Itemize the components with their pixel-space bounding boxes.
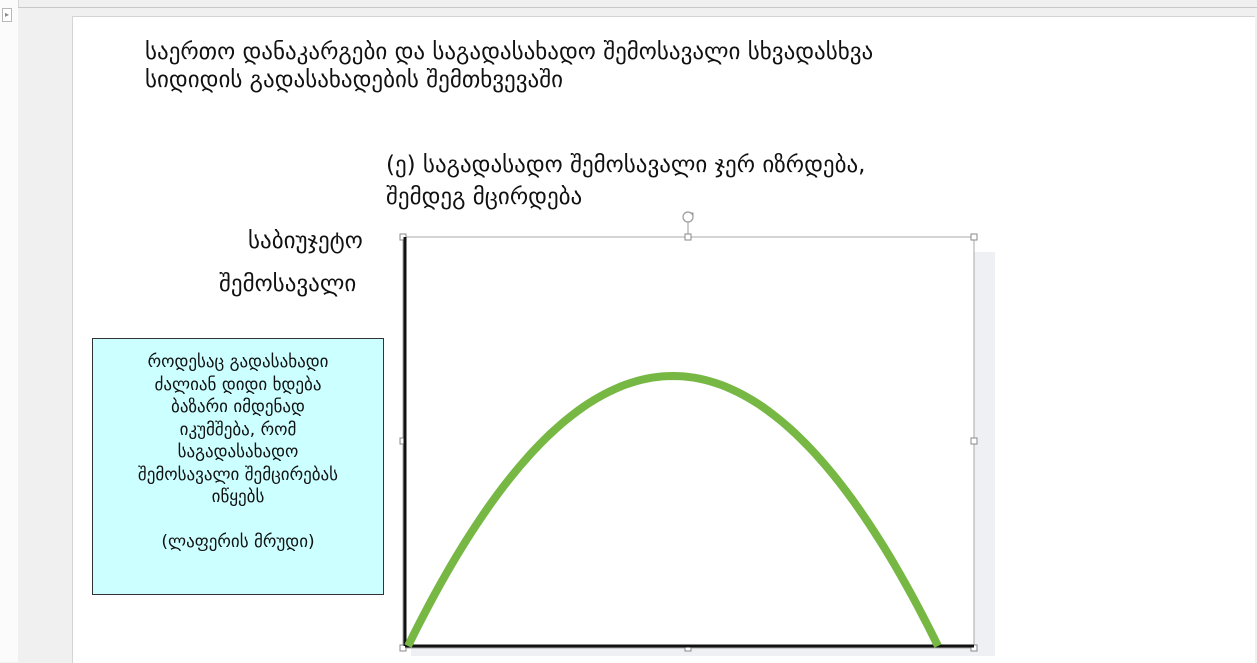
chart-selection-frame[interactable] [402,236,975,649]
note-line: ბაზარი იმდენად [171,397,305,417]
note-line: შემოსავალი შემცირებას [137,464,339,485]
scroll-marker-icon[interactable]: ▸ [2,8,12,22]
slide-title-line-1[interactable]: საერთო დანაკარგები და საგადასახადო შემოს… [145,39,874,65]
resize-handle-bottom-left[interactable] [399,644,407,652]
note-line: ძალიან დიდი ხდება [154,374,322,395]
y-axis-label-line-1[interactable]: საბიუჯეტო [248,228,363,254]
laffer-curve-line[interactable] [404,371,942,648]
chart-caption-line-2[interactable]: შემდეგ მცირდება [386,184,583,210]
note-line: როდესაც გადასახადი [147,352,329,372]
note-line: იწყებს [211,487,265,507]
note-footer: (ლაფერის მრუდი) [161,531,315,552]
y-axis-label-line-2[interactable]: შემოსავალი [219,271,357,297]
resize-handles[interactable] [399,233,978,652]
resize-handle-top-right[interactable] [970,233,978,241]
rotate-handle-icon[interactable] [682,211,694,223]
chart-caption-line-1[interactable]: (ე) საგადასადო შემოსავალი ჯერ იზრდება, [386,152,866,178]
resize-handle-top[interactable] [684,233,692,241]
note-line: საგადასახადო [177,442,299,462]
resize-handle-right[interactable] [970,437,978,445]
note-line: იკუმშება, რომ [179,419,297,440]
ruler-divider [18,7,1257,8]
laffer-note-box[interactable]: როდესაც გადასახადი ძალიან დიდი ხდება ბაზ… [92,338,384,595]
slide-title-line-2[interactable]: სიდიდის გადასახადების შემთხვევაში [145,67,564,93]
